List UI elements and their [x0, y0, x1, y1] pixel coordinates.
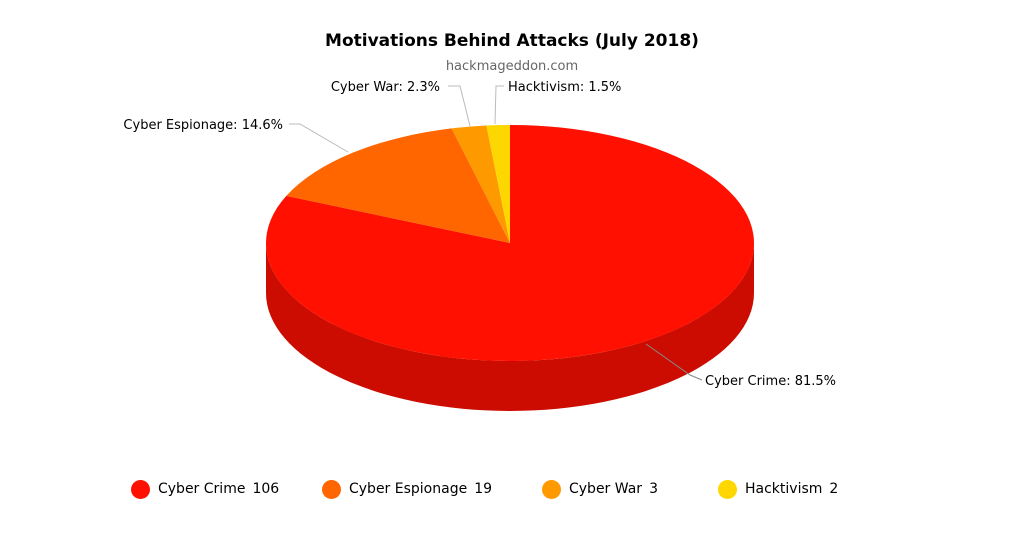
legend-label: Hacktivism — [745, 481, 823, 497]
legend-marker — [131, 479, 150, 499]
connector-cyber-crime — [645, 343, 703, 381]
legend-item-cyber-crime[interactable]: Cyber Crime 106 — [131, 477, 279, 501]
legend-value: 2 — [829, 481, 839, 497]
legend-value: 3 — [649, 481, 658, 497]
slice-label-cyber-crime: Cyber Crime: 81.5% — [705, 374, 836, 389]
pie-slice-hacktivism[interactable] — [486, 125, 510, 243]
legend-label: Cyber War — [569, 481, 643, 497]
connector-hacktivism — [494, 85, 504, 125]
legend-marker — [542, 479, 561, 499]
legend-label: Cyber Crime — [158, 481, 246, 497]
legend-label: Cyber Espionage — [349, 481, 468, 497]
chart-subtitle: hackmageddon.com — [445, 59, 579, 74]
connector-cyber-espionage — [289, 123, 349, 153]
slice-label-cyber-war: Cyber War: 2.3% — [331, 80, 440, 95]
pie-side-cyber-crime — [266, 243, 754, 411]
connector-cyber-war — [448, 85, 471, 127]
slice-label-hacktivism: Hacktivism: 1.5% — [508, 80, 621, 95]
legend-marker — [718, 479, 737, 499]
legend-value: 19 — [474, 481, 493, 497]
chart-title: Motivations Behind Attacks (July 2018) — [325, 31, 699, 51]
legend: Cyber Crime 106 Cyber Espionage 19 Cyber… — [0, 477, 1024, 501]
legend-item-cyber-espionage[interactable]: Cyber Espionage 19 — [322, 477, 492, 501]
pie-slice-cyber-war[interactable] — [451, 125, 510, 243]
legend-value: 106 — [252, 481, 280, 497]
label-connectors — [289, 85, 703, 381]
pie-slice-cyber-espionage[interactable] — [286, 128, 510, 243]
pie-sides — [266, 243, 754, 411]
pie-slices — [266, 125, 754, 361]
legend-item-cyber-war[interactable]: Cyber War 3 — [542, 477, 658, 501]
legend-marker — [322, 479, 341, 499]
legend-item-hacktivism[interactable]: Hacktivism 2 — [718, 477, 838, 501]
slice-label-cyber-espionage: Cyber Espionage: 14.6% — [123, 118, 283, 133]
